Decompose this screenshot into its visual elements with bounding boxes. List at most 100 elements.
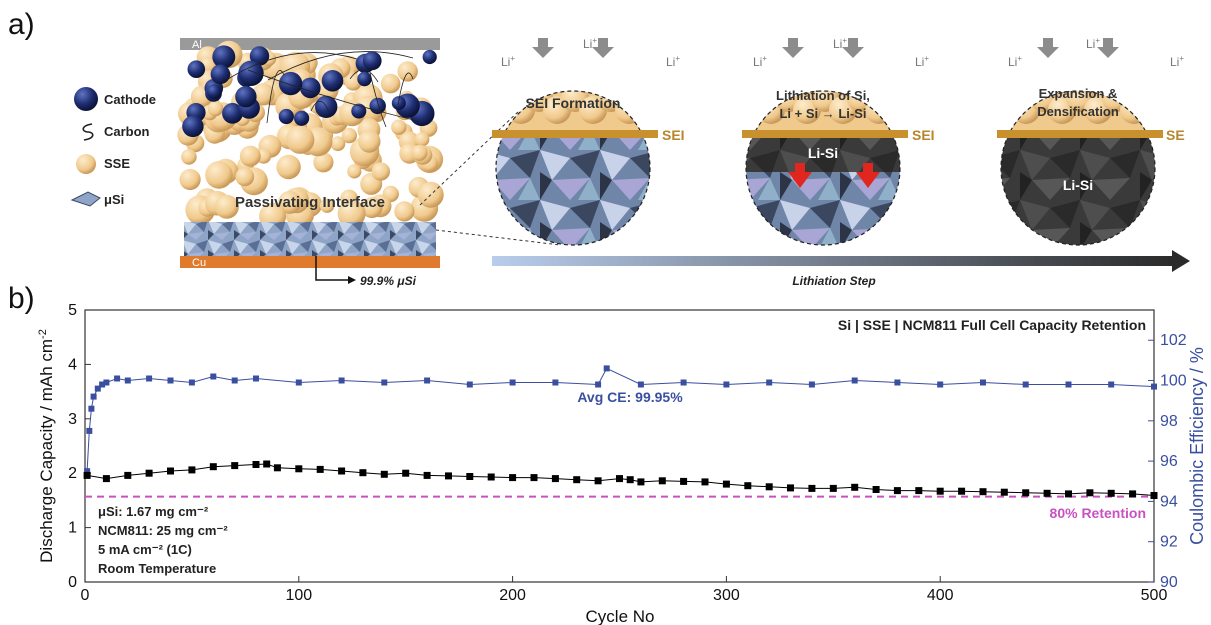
li-ion-label: Li+: [501, 54, 515, 69]
data-point: [936, 487, 944, 495]
y2-tick-label: 92: [1160, 534, 1178, 551]
data-point: [1022, 381, 1029, 388]
cathode-particle-icon: [74, 87, 98, 111]
sei-layer: [997, 130, 1163, 138]
li-ion-arrow-icon: [782, 38, 804, 58]
data-point: [744, 482, 752, 490]
data-point: [626, 476, 634, 484]
data-point: [509, 474, 517, 482]
sse-particle: [414, 132, 430, 147]
data-point: [86, 427, 93, 434]
data-point: [595, 381, 602, 388]
data-point: [894, 379, 901, 386]
data-point: [167, 377, 174, 384]
sei-layer: [492, 130, 658, 138]
data-point: [893, 487, 901, 495]
stage-2-sei-label: SEI: [912, 127, 935, 143]
cathode-particle: [294, 110, 310, 126]
sse-particle: [496, 91, 517, 112]
sse-particle: [1138, 91, 1155, 112]
data-point: [380, 470, 388, 478]
sse-particle: [319, 198, 335, 213]
sse-particle: [235, 167, 255, 187]
sse-particle: [633, 91, 650, 112]
data-point: [915, 487, 923, 495]
data-point: [338, 377, 345, 384]
data-point: [787, 484, 794, 492]
condition-temperature: Room Temperature: [98, 561, 216, 576]
sei-layer: [742, 130, 908, 138]
data-point: [1150, 492, 1158, 499]
data-point: [551, 475, 559, 483]
sse-particle: [746, 91, 767, 112]
li-ion-label: Li+: [1086, 36, 1100, 51]
data-point: [552, 379, 559, 386]
y-tick-label: 3: [68, 411, 77, 428]
lithiation-step-bar: [492, 256, 1172, 266]
x-tick-label: 100: [285, 587, 312, 604]
callout-arrowhead: [348, 276, 356, 284]
sse-particle: [207, 100, 224, 117]
data-point: [680, 379, 687, 386]
retention-label: 80% Retention: [1050, 505, 1146, 521]
data-point: [808, 381, 815, 388]
carbon-fiber: [267, 51, 414, 81]
cathode-particle: [362, 51, 382, 71]
sse-particle: [371, 162, 390, 181]
data-point: [723, 381, 730, 388]
cathode-particle: [182, 115, 204, 138]
data-point: [88, 405, 95, 412]
y2-tick-label: 100: [1160, 373, 1187, 390]
data-point: [937, 381, 944, 388]
anode-callout-arrow: [315, 256, 348, 281]
sse-particle: [1120, 96, 1148, 124]
data-point: [252, 461, 260, 468]
cathode-particle: [235, 86, 257, 108]
li-ion-arrow-icon: [532, 38, 554, 58]
li-ion-arrows: Li+Li+Li+ Li+Li+Li+ Li+Li+Li+: [501, 36, 1184, 69]
data-point: [338, 467, 346, 475]
data-point: [295, 379, 302, 386]
data-point: [253, 375, 259, 382]
stage-3-sei-label: SE: [1166, 127, 1185, 143]
x-tick-label: 400: [927, 587, 954, 604]
sse-particle: [337, 199, 366, 228]
silicon-anode-layer: [184, 222, 436, 256]
sse-particle: [252, 83, 275, 106]
x-axis-label: Cycle No: [586, 607, 655, 625]
sse-particle: [181, 149, 197, 165]
data-point: [466, 381, 473, 388]
carbon-fiber: [349, 69, 379, 83]
sse-particle: [1012, 96, 1040, 124]
y-tick-label: 4: [68, 356, 77, 373]
lithiation-step-arrowhead-icon: [1172, 250, 1190, 272]
condition-ncm: NCM811: 25 mg cm⁻²: [98, 523, 228, 538]
data-point: [167, 467, 174, 475]
data-point: [295, 465, 303, 473]
cathode-particle: [351, 103, 367, 119]
stage-2-title-line2: Li + Si → Li-Si: [779, 106, 866, 121]
sse-particle: [347, 164, 362, 179]
data-point: [84, 468, 91, 475]
data-point: [146, 375, 153, 382]
cathode-particle: [212, 45, 236, 69]
x-tick-label: 200: [499, 587, 526, 604]
y-axis-label: Discharge Capacity / mAh cm-2: [37, 329, 56, 563]
legend-sse: SSE: [104, 156, 130, 171]
legend-cathode: Cathode: [104, 92, 156, 107]
data-point: [1107, 489, 1115, 497]
data-point: [124, 377, 131, 384]
cu-collector: [180, 256, 440, 268]
cathode-particle: [222, 102, 243, 124]
y-tick-label: 1: [68, 520, 77, 537]
data-point: [530, 474, 538, 482]
data-point: [958, 487, 966, 495]
sse-particle: [394, 201, 415, 222]
capacity-retention-chart: 0 1 2 3 4 5 90 92 94 96 98 100 102 0 100 200 300 400 500…: [37, 302, 1207, 625]
data-point: [402, 469, 410, 477]
li-ion-arrow-icon: [1097, 38, 1119, 58]
data-point: [573, 476, 581, 484]
data-point: [1065, 490, 1072, 498]
silicon-flake-icon: [70, 191, 101, 207]
cell-cross-section: Al Cu Passivating Interface 99.9% μSi: [177, 38, 561, 288]
